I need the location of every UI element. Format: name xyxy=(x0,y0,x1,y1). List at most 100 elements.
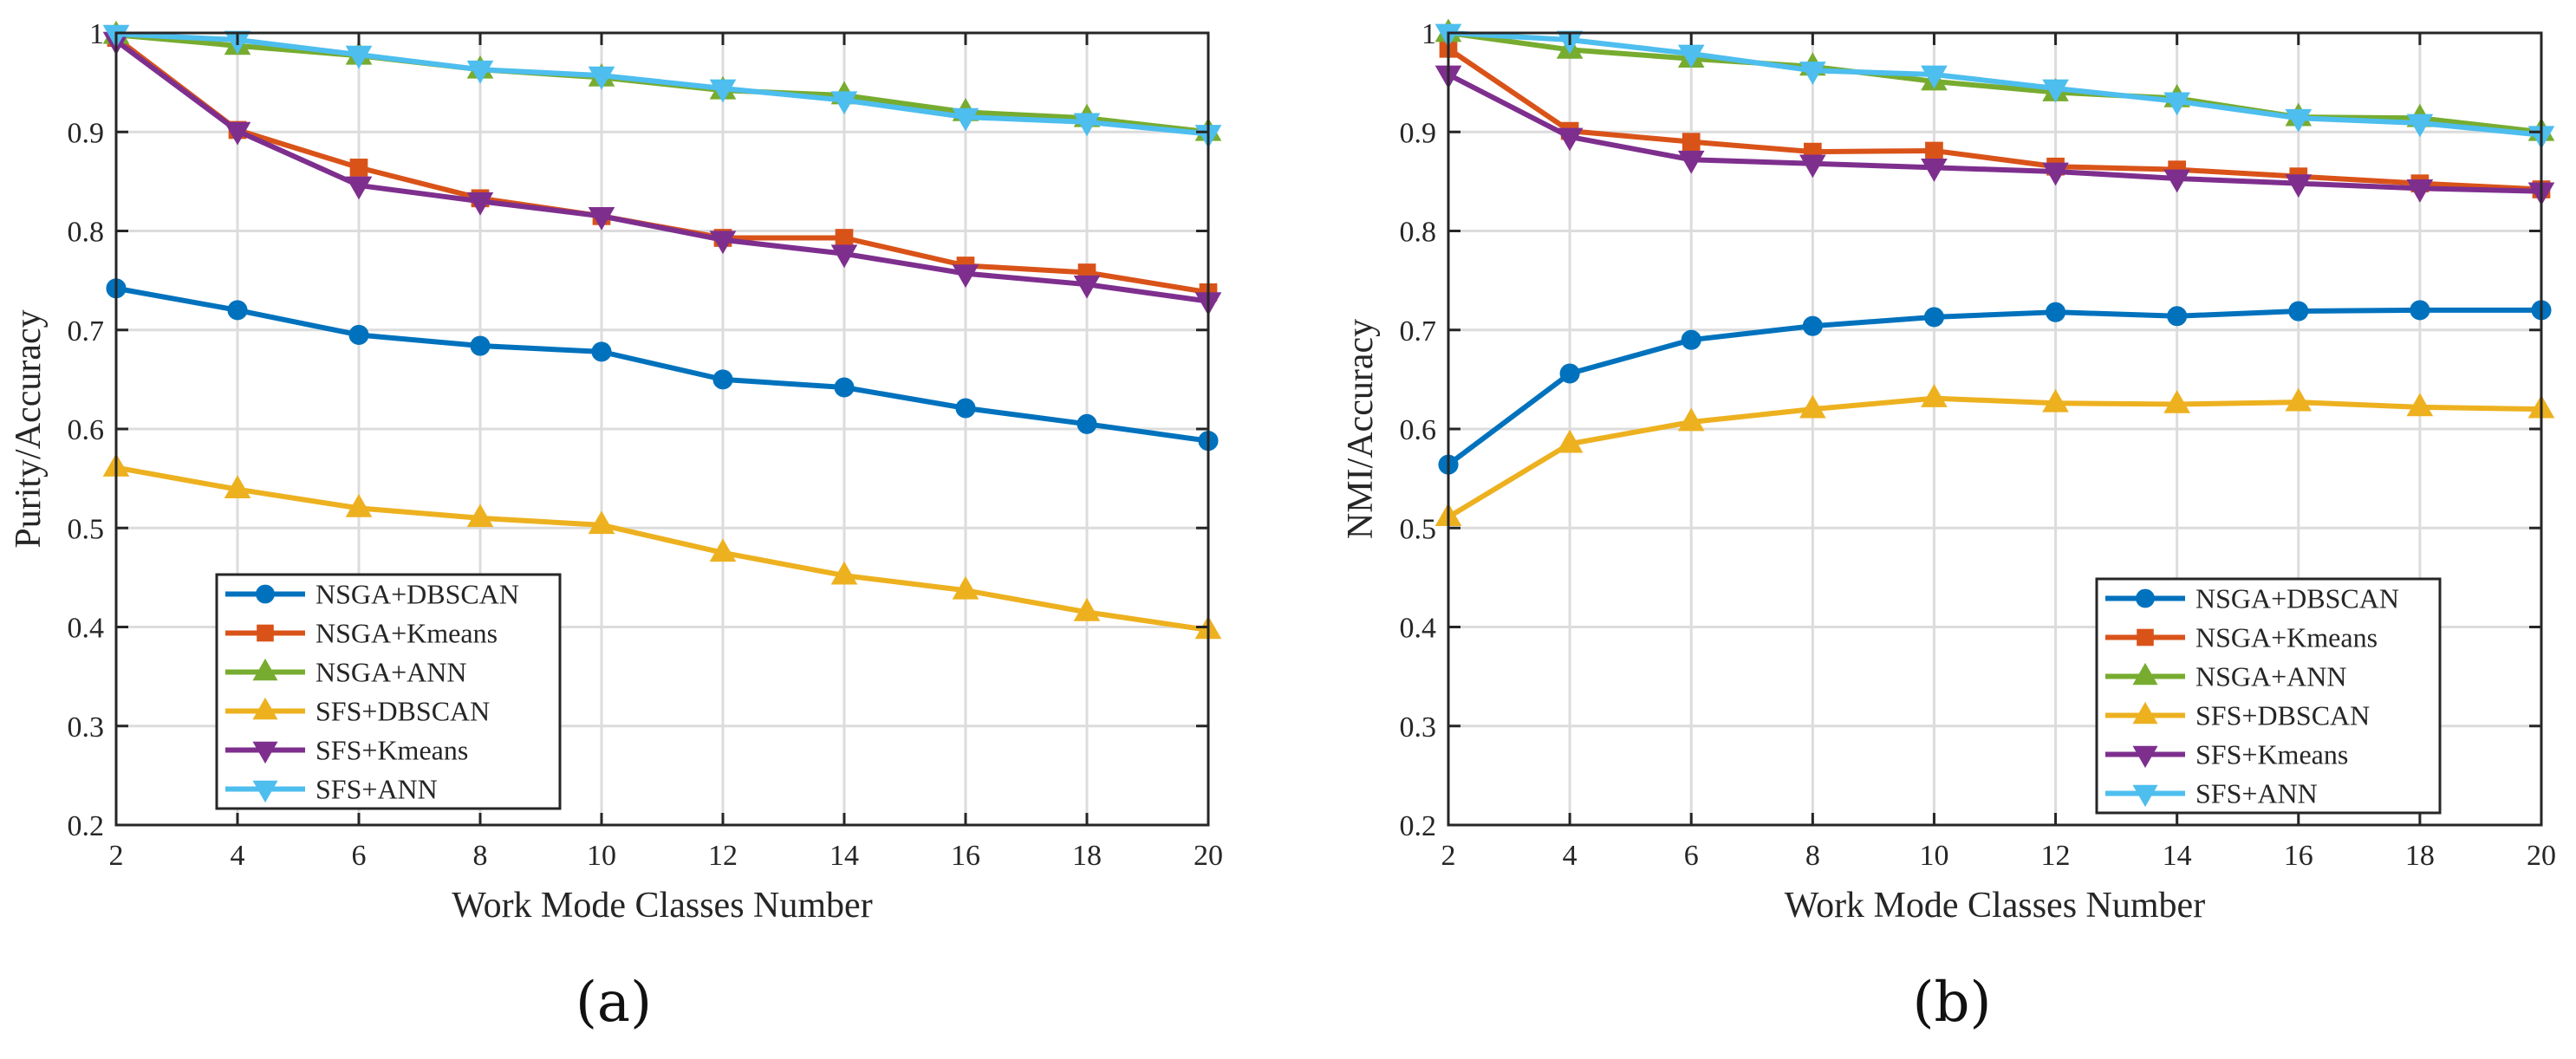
legend: NSGA+DBSCAN NSGA+Kmeans NSGA+ANN SFS+DBSCAN… xyxy=(2095,577,2442,815)
y-tick-label: 0.8 xyxy=(68,217,105,249)
data-point-nsga-dbscan xyxy=(1681,329,1701,350)
x-tick-label: 8 xyxy=(473,840,488,872)
series-line-nsga-kmeans xyxy=(114,36,1209,296)
y-tick-label: 0.6 xyxy=(68,414,105,446)
data-point-nsga-kmeans xyxy=(835,229,854,247)
data-point-sfs-dbscan xyxy=(1921,384,1948,407)
data-point-sfs-dbscan xyxy=(830,561,858,585)
legend-label: NSGA+Kmeans xyxy=(2195,622,2378,653)
series-line-sfs-dbscan xyxy=(115,465,1209,633)
series-line-sfs-ann xyxy=(1447,30,2542,138)
legend-label: SFS+DBSCAN xyxy=(2195,700,2370,731)
panel-label: (a) xyxy=(576,971,652,1035)
legend-box xyxy=(215,573,562,810)
y-tick-label: 0.6 xyxy=(1400,414,1437,446)
legend-marker-nsga-kmeans xyxy=(257,624,274,642)
data-point-sfs-ann xyxy=(2163,92,2190,116)
legend: NSGA+DBSCAN NSGA+Kmeans NSGA+ANN SFS+DBSCAN… xyxy=(215,573,562,810)
x-tick-label: 20 xyxy=(1194,840,1223,872)
x-tick-label: 14 xyxy=(829,840,859,872)
y-tick-label: 0.8 xyxy=(1400,217,1437,249)
data-point-sfs-kmeans xyxy=(224,121,251,146)
legend-entry-sfs-kmeans: SFS+Kmeans xyxy=(225,735,468,766)
y-tick-label: 0.4 xyxy=(68,613,105,645)
legend-label: NSGA+ANN xyxy=(315,657,467,688)
data-point-sfs-dbscan xyxy=(2163,389,2190,413)
data-point-sfs-dbscan xyxy=(709,538,737,562)
series-line-nsga-dbscan xyxy=(115,285,1209,444)
legend-label: SFS+DBSCAN xyxy=(315,696,490,727)
data-point-sfs-ann xyxy=(2406,114,2434,138)
data-point-sfs-kmeans xyxy=(1556,127,1584,152)
data-point-sfs-dbscan xyxy=(466,504,494,528)
legend-marker-sfs-ann xyxy=(252,780,278,803)
y-tick-label: 1 xyxy=(1421,18,1436,50)
legend-marker-nsga-dbscan xyxy=(256,584,275,604)
data-point-sfs-dbscan xyxy=(1799,394,1826,419)
data-point-sfs-ann xyxy=(830,91,858,115)
chart-panel-a: 2 4 6 8 10 12 14 16 18 20 0.2 0.3 0.4 0.5 0.6 0.7 0.8 0.9… xyxy=(9,18,1223,1035)
x-tick-label: 12 xyxy=(708,840,738,872)
data-point-sfs-ann xyxy=(952,107,979,132)
data-point-nsga-dbscan xyxy=(348,324,369,346)
series-line-sfs-dbscan xyxy=(1447,395,2542,520)
series-sfs-kmeans xyxy=(102,31,1222,316)
series-line-sfs-ann xyxy=(115,31,1209,137)
legend-marker-sfs-dbscan xyxy=(2132,701,2158,724)
series-nsga-dbscan xyxy=(106,278,1219,452)
data-point-nsga-dbscan xyxy=(834,377,855,398)
legend-entry-nsga-kmeans: NSGA+Kmeans xyxy=(2105,622,2378,653)
series-sfs-ann xyxy=(102,24,1222,149)
data-point-sfs-ann xyxy=(1799,62,1826,85)
data-point-sfs-kmeans xyxy=(2285,174,2313,198)
x-tick-label: 16 xyxy=(2284,840,2313,872)
legend-marker-nsga-dbscan xyxy=(2136,588,2155,608)
y-tick-label: 0.5 xyxy=(68,513,105,545)
x-tick-label: 8 xyxy=(1805,840,1820,872)
data-point-nsga-dbscan xyxy=(955,398,976,419)
data-point-sfs-kmeans xyxy=(830,244,858,269)
x-tick-label: 18 xyxy=(1072,840,1102,872)
series-sfs-dbscan xyxy=(102,453,1222,640)
y-tick-label: 0.3 xyxy=(68,711,105,744)
legend-entry-nsga-dbscan: NSGA+DBSCAN xyxy=(2105,583,2399,614)
y-tick-label: 0.7 xyxy=(1400,315,1437,348)
data-point-nsga-dbscan xyxy=(2410,300,2430,321)
data-point-sfs-dbscan xyxy=(588,510,615,535)
series-nsga-kmeans xyxy=(107,29,1218,302)
data-point-sfs-dbscan xyxy=(1556,429,1584,453)
chart-panel-b: 2 4 6 8 10 12 14 16 18 20 0.2 0.3 0.4 0.5 0.6 0.7 0.8 0.9… xyxy=(1341,18,2556,1035)
data-point-sfs-kmeans xyxy=(466,192,494,216)
data-point-sfs-dbscan xyxy=(2042,388,2069,413)
data-point-nsga-dbscan xyxy=(2288,301,2309,322)
data-point-sfs-kmeans xyxy=(1921,159,1948,182)
data-point-sfs-dbscan xyxy=(345,493,373,517)
data-point-nsga-kmeans xyxy=(349,159,368,177)
y-tick-label: 1 xyxy=(89,18,104,50)
x-axis-label: Work Mode Classes Number xyxy=(1785,886,2205,926)
data-point-sfs-ann xyxy=(345,45,373,69)
data-point-nsga-dbscan xyxy=(470,335,491,356)
series-line-nsga-ann xyxy=(1447,30,2542,135)
x-tick-label: 18 xyxy=(2405,840,2435,872)
legend-entry-nsga-dbscan: NSGA+DBSCAN xyxy=(225,579,519,610)
data-point-sfs-kmeans xyxy=(2042,162,2069,186)
data-point-sfs-dbscan xyxy=(2285,387,2313,412)
y-tick-label: 0.5 xyxy=(1400,513,1437,545)
data-point-sfs-ann xyxy=(1921,65,1948,89)
series-sfs-dbscan xyxy=(1434,384,2555,527)
legend-entry-sfs-kmeans: SFS+Kmeans xyxy=(2105,739,2348,770)
series-line-sfs-kmeans xyxy=(114,38,1209,304)
x-axis-label: Work Mode Classes Number xyxy=(452,886,872,926)
data-point-nsga-dbscan xyxy=(712,369,733,390)
legend-marker-sfs-kmeans xyxy=(2132,745,2158,769)
data-point-sfs-ann xyxy=(2042,79,2069,103)
data-point-sfs-ann xyxy=(2285,108,2313,133)
legend-label: SFS+ANN xyxy=(315,774,438,805)
data-point-sfs-ann xyxy=(1677,44,1705,68)
data-point-nsga-dbscan xyxy=(1559,363,1580,384)
panel-label: (b) xyxy=(1913,971,1992,1035)
legend-entry-sfs-ann: SFS+ANN xyxy=(225,774,438,805)
legend-marker-nsga-kmeans xyxy=(2137,628,2154,646)
x-tick-label: 16 xyxy=(951,840,980,872)
